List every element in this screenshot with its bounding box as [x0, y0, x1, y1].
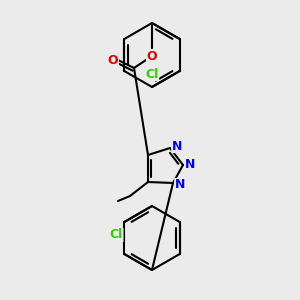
Text: Cl: Cl [110, 229, 123, 242]
Text: N: N [185, 158, 195, 172]
Text: O: O [108, 53, 118, 67]
Text: N: N [172, 140, 182, 152]
Text: O: O [147, 50, 157, 62]
Text: Cl: Cl [146, 68, 159, 80]
Text: N: N [175, 178, 185, 191]
